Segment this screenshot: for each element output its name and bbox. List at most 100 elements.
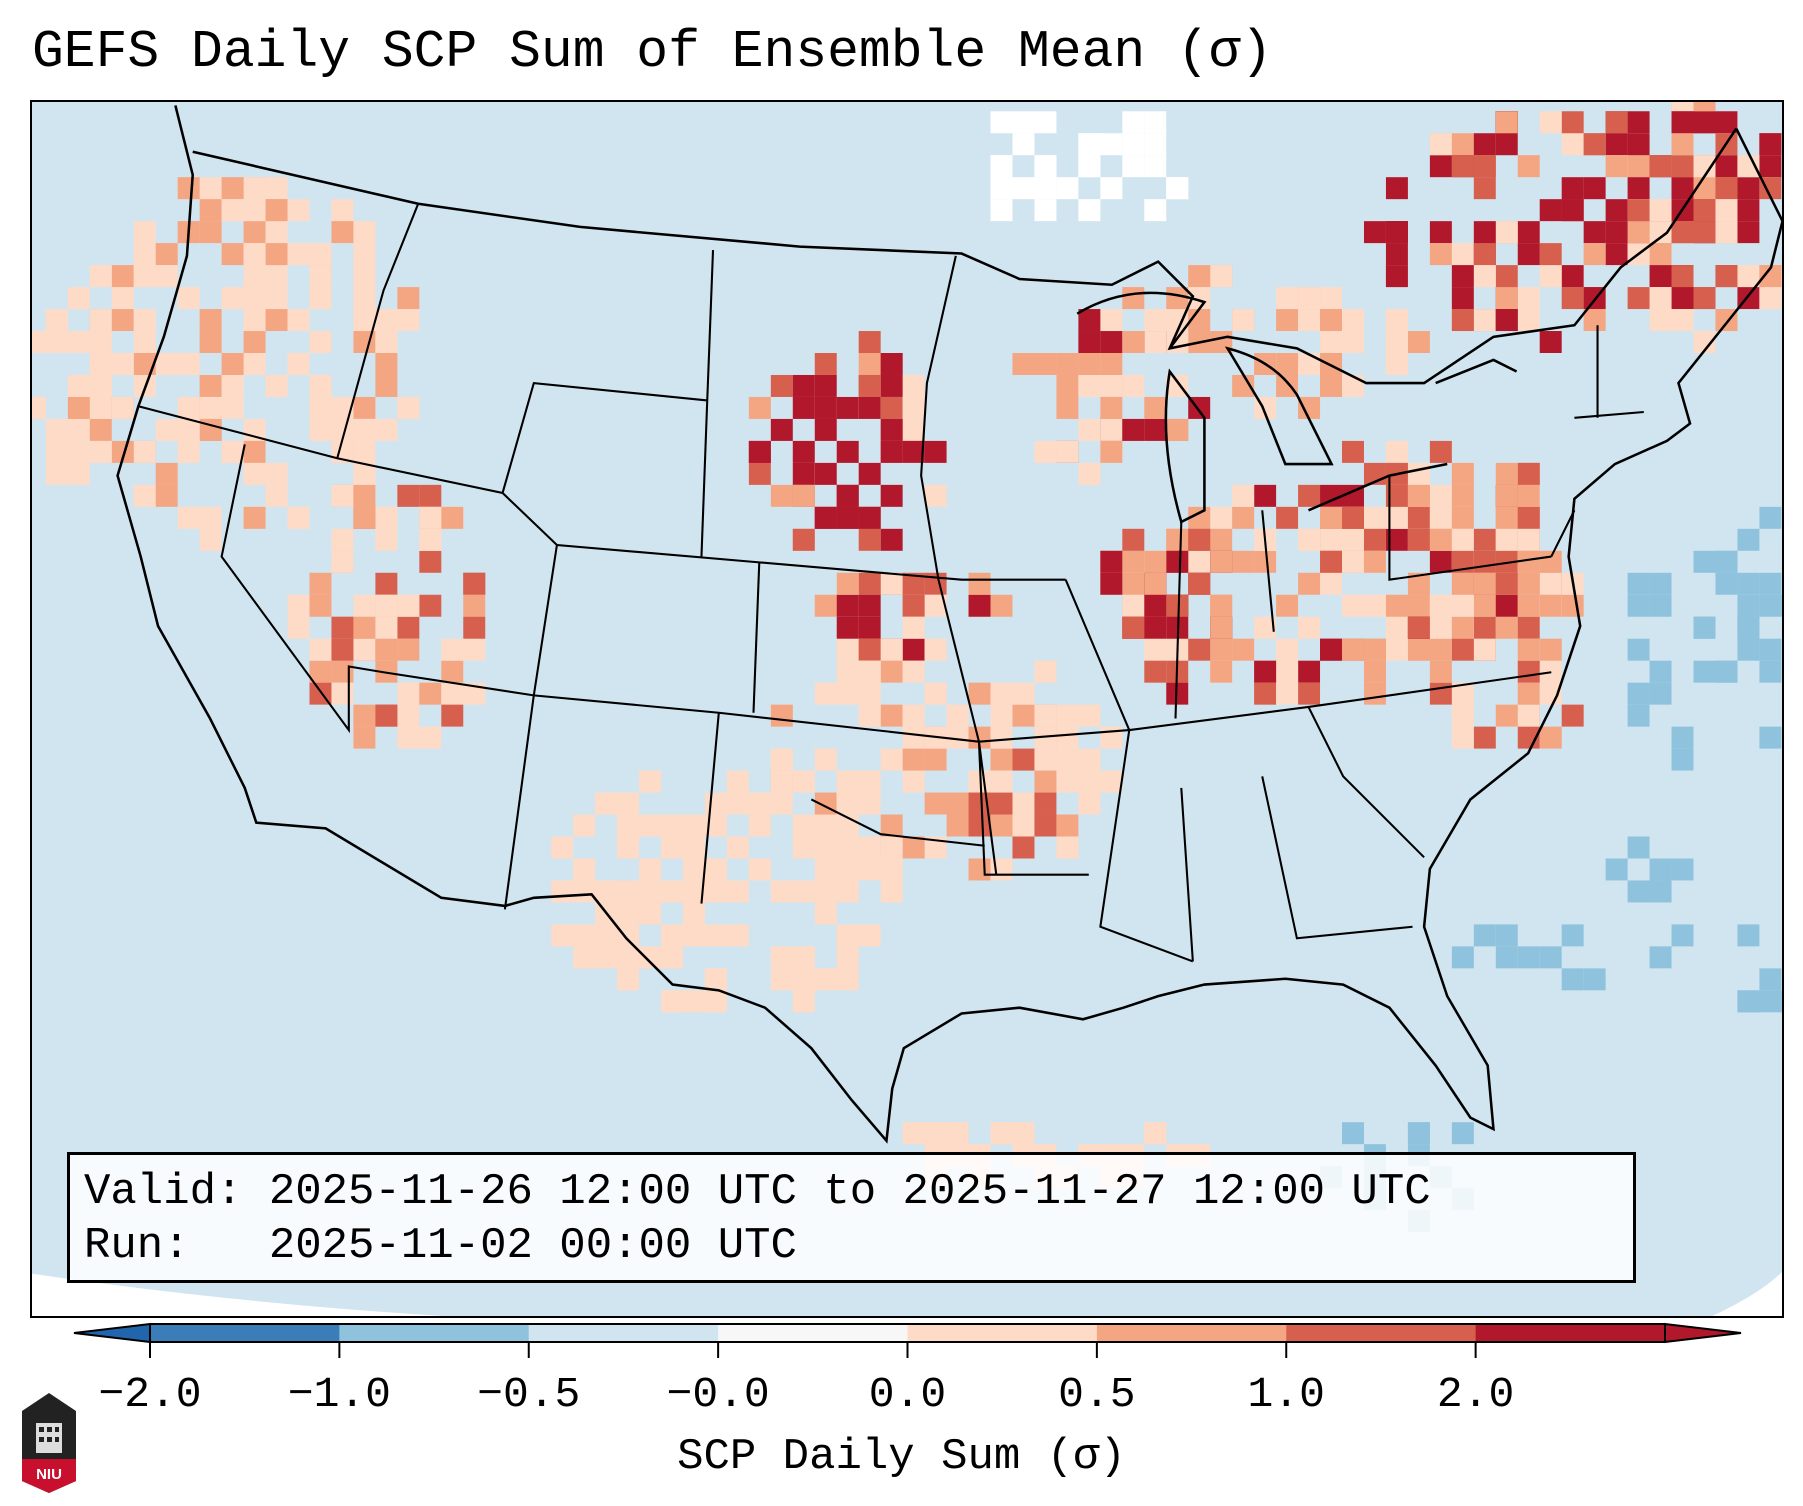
anomaly-cell xyxy=(1407,484,1430,507)
anomaly-cell xyxy=(375,506,398,529)
anomaly-cell xyxy=(463,594,486,617)
anomaly-cell xyxy=(1473,243,1496,266)
anomaly-cell xyxy=(1100,770,1123,793)
anomaly-cell xyxy=(1056,396,1079,419)
anomaly-cell xyxy=(902,836,925,859)
anomaly-cell xyxy=(1737,528,1760,551)
anomaly-cell xyxy=(1429,550,1452,573)
anomaly-cell xyxy=(1320,528,1343,551)
anomaly-cell xyxy=(792,990,815,1013)
anomaly-cell xyxy=(1320,572,1343,595)
anomaly-cell xyxy=(1385,616,1408,639)
anomaly-cell xyxy=(1034,748,1057,771)
anomaly-cell xyxy=(1012,704,1035,727)
anomaly-cell xyxy=(155,243,178,266)
anomaly-cell xyxy=(1517,528,1540,551)
anomaly-cell xyxy=(1254,660,1277,683)
anomaly-cell xyxy=(1166,177,1189,200)
anomaly-cell xyxy=(1495,221,1518,244)
anomaly-cell xyxy=(221,374,244,397)
anomaly-cell xyxy=(397,616,420,639)
anomaly-cell xyxy=(1627,572,1650,595)
anomaly-cell xyxy=(1693,199,1716,222)
anomaly-cell xyxy=(243,287,266,310)
anomaly-cell xyxy=(924,594,947,617)
anomaly-cell xyxy=(1495,616,1518,639)
anomaly-cell xyxy=(858,331,881,354)
colorbar-segment xyxy=(718,1324,908,1342)
anomaly-cell xyxy=(1737,177,1760,200)
colorbar-tick-label: −2.0 xyxy=(98,1370,202,1419)
anomaly-cell xyxy=(1583,309,1606,332)
anomaly-cell xyxy=(792,528,815,551)
anomaly-cell xyxy=(1276,309,1299,332)
anomaly-cell xyxy=(748,396,771,419)
anomaly-cell xyxy=(1276,287,1299,310)
anomaly-cell xyxy=(1407,462,1430,485)
anomaly-cell xyxy=(836,858,859,881)
anomaly-cell xyxy=(617,924,640,947)
anomaly-cell xyxy=(1320,550,1343,573)
anomaly-cell xyxy=(1100,396,1123,419)
anomaly-cell xyxy=(858,770,881,793)
anomaly-cell xyxy=(1429,638,1452,661)
anomaly-cell xyxy=(177,440,200,463)
anomaly-cell xyxy=(1100,418,1123,441)
anomaly-cell xyxy=(902,572,925,595)
anomaly-cell xyxy=(792,968,815,991)
anomaly-cell xyxy=(1737,990,1760,1013)
anomaly-cell xyxy=(287,594,310,617)
anomaly-cell xyxy=(573,880,596,903)
anomaly-cell xyxy=(1517,616,1540,639)
anomaly-cell xyxy=(1210,594,1233,617)
anomaly-cell xyxy=(111,287,134,310)
anomaly-cell xyxy=(1517,462,1540,485)
anomaly-cell xyxy=(1451,726,1474,749)
anomaly-cell xyxy=(353,726,376,749)
anomaly-cell xyxy=(1583,243,1606,266)
anomaly-cell xyxy=(1495,265,1518,288)
colorbar-extend-low xyxy=(73,1322,151,1344)
anomaly-cell xyxy=(441,506,464,529)
anomaly-cell xyxy=(1693,287,1716,310)
anomaly-cell xyxy=(309,638,332,661)
anomaly-cell xyxy=(243,506,266,529)
anomaly-cell xyxy=(1649,682,1672,705)
anomaly-cell xyxy=(287,243,310,266)
anomaly-cell xyxy=(1451,946,1474,969)
anomaly-cell xyxy=(573,924,596,947)
anomaly-cell xyxy=(1539,594,1562,617)
anomaly-cell xyxy=(682,924,705,947)
anomaly-cell xyxy=(1451,287,1474,310)
anomaly-cell xyxy=(1627,682,1650,705)
anomaly-cell xyxy=(1385,265,1408,288)
anomaly-cell xyxy=(1210,616,1233,639)
anomaly-cell xyxy=(89,418,112,441)
anomaly-cell xyxy=(397,484,420,507)
anomaly-cell xyxy=(1166,309,1189,332)
anomaly-cell xyxy=(1759,660,1782,683)
anomaly-cell xyxy=(968,572,991,595)
anomaly-cell xyxy=(1517,660,1540,683)
anomaly-cell xyxy=(89,396,112,419)
anomaly-cell xyxy=(353,396,376,419)
anomaly-cell xyxy=(1693,102,1716,112)
anomaly-cell xyxy=(639,880,661,903)
colorbar-segment xyxy=(339,1324,530,1342)
anomaly-cell xyxy=(880,638,903,661)
anomaly-cell xyxy=(1495,133,1518,156)
anomaly-cell xyxy=(617,814,640,837)
anomaly-cell xyxy=(595,792,618,815)
anomaly-cell xyxy=(1715,221,1738,244)
anomaly-cell xyxy=(1166,374,1189,397)
anomaly-cell xyxy=(397,726,420,749)
anomaly-cell xyxy=(1429,133,1452,156)
anomaly-cell xyxy=(353,594,376,617)
anomaly-cell xyxy=(1254,682,1277,705)
anomaly-cell xyxy=(331,528,354,551)
anomaly-cell xyxy=(660,836,683,859)
anomaly-cell xyxy=(770,484,793,507)
anomaly-cell xyxy=(1122,111,1145,134)
anomaly-cell xyxy=(1298,353,1321,375)
anomaly-cell xyxy=(397,704,420,727)
